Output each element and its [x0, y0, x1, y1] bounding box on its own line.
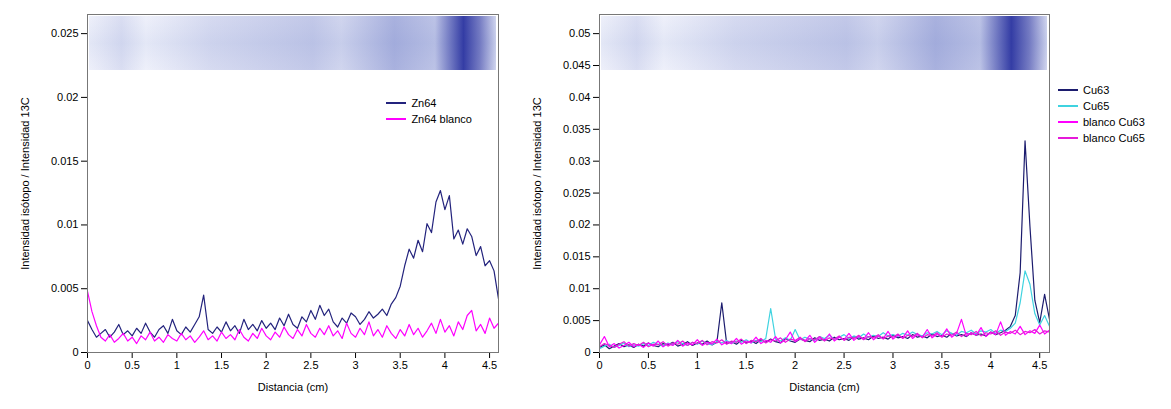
- svg-text:0.015: 0.015: [563, 250, 591, 262]
- svg-text:0.01: 0.01: [569, 282, 590, 294]
- svg-text:0.03: 0.03: [569, 155, 590, 167]
- svg-text:Distancia (cm): Distancia (cm): [258, 381, 328, 393]
- svg-text:4.5: 4.5: [482, 359, 497, 371]
- svg-text:3: 3: [352, 359, 358, 371]
- svg-text:0.01: 0.01: [57, 218, 78, 230]
- svg-text:0.04: 0.04: [569, 91, 590, 103]
- svg-text:4.5: 4.5: [1032, 359, 1047, 371]
- svg-text:2.5: 2.5: [836, 359, 851, 371]
- svg-text:0.025: 0.025: [51, 27, 79, 39]
- html-text:Zn64: Zn64: [411, 97, 437, 109]
- svg-text:0.045: 0.045: [563, 59, 591, 71]
- svg-text:0.035: 0.035: [563, 123, 591, 135]
- svg-text:Intensidad isótopo / Intensida: Intensidad isótopo / Intensidad 13C: [531, 97, 543, 270]
- svg-text:0: 0: [596, 359, 602, 371]
- svg-text:2: 2: [263, 359, 269, 371]
- svg-text:4: 4: [442, 359, 448, 371]
- svg-text:0.02: 0.02: [569, 218, 590, 230]
- html-text:Zn64 blanco: Zn64 blanco: [411, 113, 472, 125]
- svg-text:Intensidad isótopo / Intensida: Intensidad isótopo / Intensidad 13C: [19, 97, 31, 270]
- svg-text:0: 0: [584, 346, 590, 358]
- svg-text:3: 3: [890, 359, 896, 371]
- svg-text:3.5: 3.5: [393, 359, 408, 371]
- svg-text:Distancia (cm): Distancia (cm): [789, 381, 859, 393]
- svg-text:2: 2: [792, 359, 798, 371]
- svg-text:0.05: 0.05: [569, 27, 590, 39]
- svg-text:0: 0: [72, 346, 78, 358]
- svg-text:0.5: 0.5: [641, 359, 656, 371]
- svg-text:0.02: 0.02: [57, 91, 78, 103]
- svg-text:0: 0: [84, 359, 90, 371]
- svg-text:0.005: 0.005: [51, 282, 79, 294]
- html-text:blanco Cu63: blanco Cu63: [1083, 116, 1145, 128]
- svg-text:0.015: 0.015: [51, 155, 79, 167]
- svg-text:3.5: 3.5: [934, 359, 949, 371]
- svg-text:1.5: 1.5: [739, 359, 754, 371]
- html-text:blanco Cu65: blanco Cu65: [1083, 132, 1145, 144]
- svg-text:0.005: 0.005: [563, 314, 591, 326]
- html-text:Cu65: Cu65: [1083, 100, 1110, 112]
- html-text:Cu63: Cu63: [1083, 84, 1110, 96]
- svg-text:4: 4: [988, 359, 994, 371]
- svg-text:0.5: 0.5: [125, 359, 140, 371]
- svg-text:2.5: 2.5: [303, 359, 318, 371]
- svg-text:1: 1: [174, 359, 180, 371]
- svg-text:1.5: 1.5: [214, 359, 229, 371]
- svg-text:0.025: 0.025: [563, 187, 591, 199]
- svg-text:1: 1: [694, 359, 700, 371]
